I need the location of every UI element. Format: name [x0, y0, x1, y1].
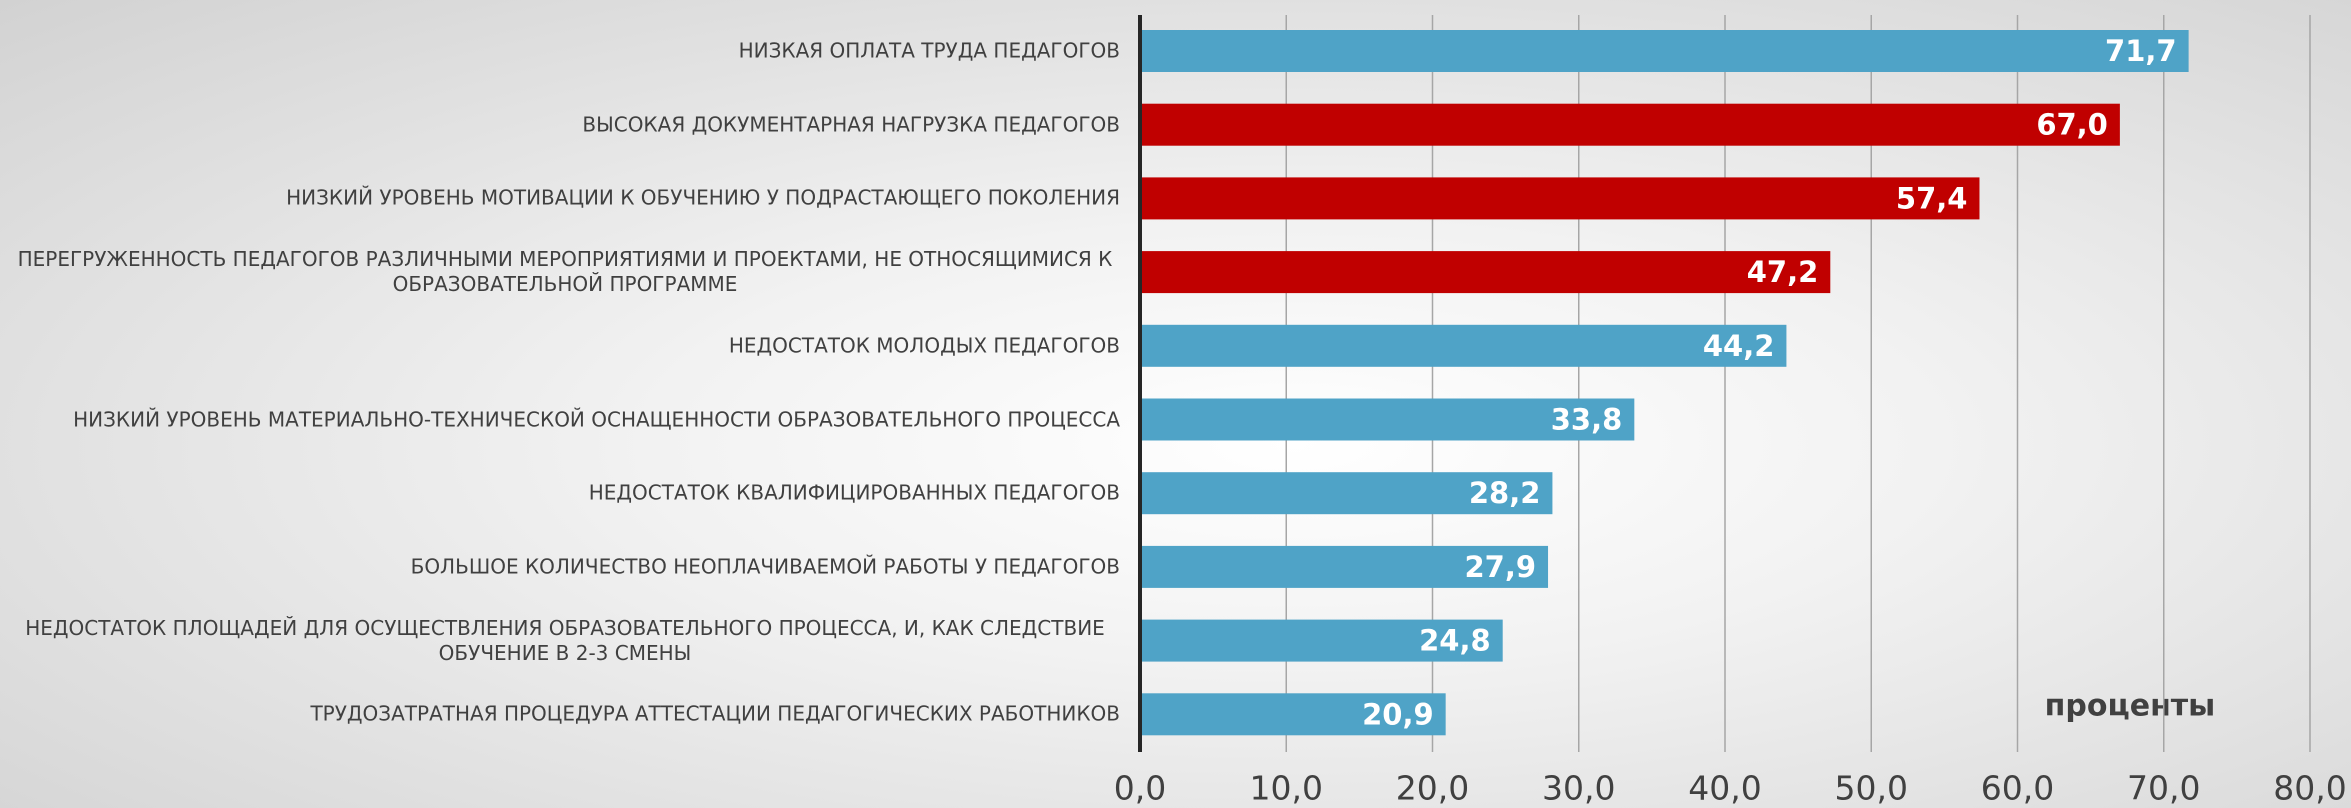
category-label: НИЗКИЙ УРОВЕНЬ МОТИВАЦИИ К ОБУЧЕНИЮ У ПО…: [10, 186, 1120, 211]
x-tick-label: 50,0: [1835, 769, 1908, 808]
x-tick-label: 20,0: [1396, 769, 1469, 808]
bar: [1140, 324, 1787, 367]
bar: [1140, 398, 1635, 441]
x-tick-label: 10,0: [1250, 769, 1323, 808]
category-label: НЕДОСТАТОК КВАЛИФИЦИРОВАННЫХ ПЕДАГОГОВ: [10, 481, 1120, 506]
category-text: ПЕРЕГРУЖЕННОСТЬ ПЕДАГОГОВ РАЗЛИЧНЫМИ МЕР…: [17, 247, 1113, 297]
value-label: 28,2: [1469, 476, 1541, 510]
category-text: НИЗКИЙ УРОВЕНЬ МОТИВАЦИИ К ОБУЧЕНИЮ У ПО…: [286, 185, 1120, 210]
bar: [1140, 177, 1980, 220]
category-text: ВЫСОКАЯ ДОКУМЕНТАРНАЯ НАГРУЗКА ПЕДАГОГОВ: [582, 112, 1120, 137]
value-label: 27,9: [1464, 550, 1536, 584]
value-label: 20,9: [1362, 697, 1434, 731]
bar: [1140, 30, 2189, 72]
x-tick-label: 0,0: [1114, 769, 1166, 808]
x-axis-label: проценты: [2045, 689, 2216, 724]
x-tick-label: 40,0: [1688, 769, 1761, 808]
category-label: БОЛЬШОЕ КОЛИЧЕСТВО НЕОПЛАЧИВАЕМОЙ РАБОТЫ…: [10, 554, 1120, 579]
category-text: БОЛЬШОЕ КОЛИЧЕСТВО НЕОПЛАЧИВАЕМОЙ РАБОТЫ…: [410, 554, 1120, 579]
category-text: ТРУДОЗАТРАТНАЯ ПРОЦЕДУРА АТТЕСТАЦИИ ПЕДА…: [310, 701, 1120, 726]
category-text: НИЗКИЙ УРОВЕНЬ МАТЕРИАЛЬНО-ТЕХНИЧЕСКОЙ О…: [73, 407, 1120, 431]
value-label: 67,0: [2036, 108, 2108, 142]
value-label: 24,8: [1419, 624, 1491, 658]
value-label: 33,8: [1551, 403, 1623, 437]
x-tick-label: 60,0: [1981, 769, 2054, 808]
value-label: 47,2: [1747, 255, 1819, 289]
x-tick-label: 30,0: [1542, 769, 1615, 808]
bar: [1140, 103, 2120, 146]
value-label: 57,4: [1896, 181, 1968, 215]
category-label: ТРУДОЗАТРАТНАЯ ПРОЦЕДУРА АТТЕСТАЦИИ ПЕДА…: [10, 702, 1120, 727]
category-label: НЕДОСТАТОК МОЛОДЫХ ПЕДАГОГОВ: [10, 333, 1120, 358]
value-label: 44,2: [1703, 329, 1775, 363]
bar: [1140, 545, 1549, 588]
category-text: НЕДОСТАТОК КВАЛИФИЦИРОВАННЫХ ПЕДАГОГОВ: [588, 480, 1120, 505]
category-label: ПЕРЕГРУЖЕННОСТЬ ПЕДАГОГОВ РАЗЛИЧНЫМИ МЕР…: [10, 247, 1120, 297]
x-tick-label: 70,0: [2127, 769, 2200, 808]
value-label: 71,7: [2105, 34, 2177, 68]
category-label: НЕДОСТАТОК ПЛОЩАДЕЙ ДЛЯ ОСУЩЕСТВЛЕНИЯ ОБ…: [10, 616, 1120, 666]
category-text: НЕДОСТАТОК ПЛОЩАДЕЙ ДЛЯ ОСУЩЕСТВЛЕНИЯ ОБ…: [25, 615, 1105, 665]
category-text: НИЗКАЯ ОПЛАТА ТРУДА ПЕДАГОГОВ: [738, 38, 1120, 63]
category-label: ВЫСОКАЯ ДОКУМЕНТАРНАЯ НАГРУЗКА ПЕДАГОГОВ: [10, 112, 1120, 137]
category-text: НЕДОСТАТОК МОЛОДЫХ ПЕДАГОГОВ: [728, 333, 1120, 358]
x-tick-label: 80,0: [2273, 769, 2346, 808]
category-label: НИЗКИЙ УРОВЕНЬ МАТЕРИАЛЬНО-ТЕХНИЧЕСКОЙ О…: [10, 407, 1120, 432]
bar: [1140, 619, 1503, 662]
bar: [1140, 693, 1446, 736]
bar: [1140, 472, 1553, 515]
category-label: НИЗКАЯ ОПЛАТА ТРУДА ПЕДАГОГОВ: [10, 39, 1120, 64]
bar: [1140, 251, 1831, 294]
